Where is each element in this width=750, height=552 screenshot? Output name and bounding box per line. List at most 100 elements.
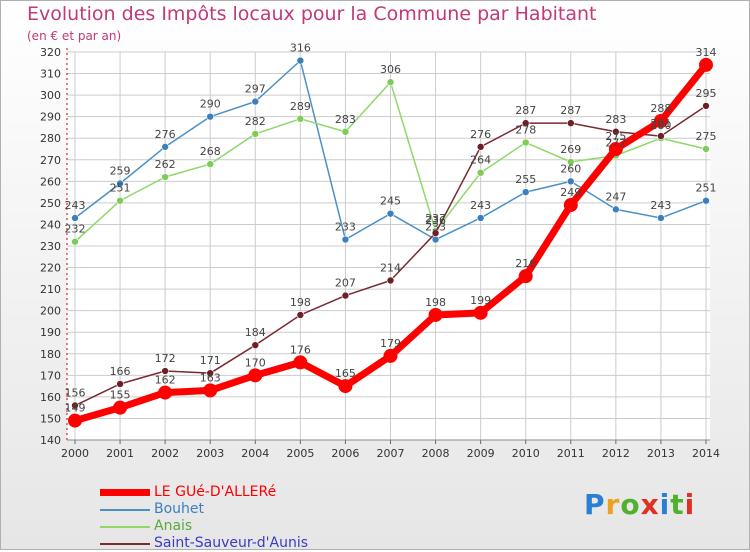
chart-subtitle: (en € et par an) — [27, 29, 122, 43]
data-point — [341, 291, 350, 300]
data-label: 260 — [560, 162, 581, 175]
data-label: 283 — [605, 113, 626, 126]
data-point — [161, 367, 169, 375]
x-tick-label: 2002 — [151, 447, 179, 460]
y-tick-label: 290 — [40, 111, 61, 124]
data-label: 170 — [245, 356, 266, 369]
data-point — [699, 57, 713, 72]
y-tick-label: 170 — [40, 369, 61, 382]
data-label: 249 — [560, 186, 581, 199]
data-point — [113, 400, 128, 415]
x-tick-label: 2013 — [647, 447, 675, 460]
data-point — [612, 127, 620, 136]
data-label: 251 — [110, 182, 131, 195]
data-point — [566, 119, 575, 127]
x-tick-label: 2012 — [602, 447, 630, 460]
data-label: 287 — [515, 104, 536, 117]
data-label: 251 — [696, 182, 717, 195]
data-point — [518, 269, 533, 284]
data-point — [71, 237, 79, 246]
data-label: 276 — [155, 128, 176, 141]
legend-label: LE GUé-D'ALLERé — [154, 484, 277, 500]
data-point — [702, 145, 710, 153]
data-point — [473, 305, 488, 320]
data-point — [428, 307, 443, 322]
data-point — [386, 276, 395, 285]
data-point — [203, 383, 218, 398]
data-point — [296, 115, 305, 123]
y-tick-label: 250 — [40, 197, 61, 210]
data-point — [521, 119, 530, 127]
data-label: 233 — [425, 221, 446, 234]
data-point — [251, 97, 260, 106]
data-label: 237 — [425, 212, 446, 225]
data-point — [702, 196, 710, 205]
data-label: 156 — [65, 387, 86, 400]
x-tick-label: 2014 — [692, 447, 720, 460]
x-tick-label: 2010 — [512, 447, 540, 460]
data-point — [702, 102, 710, 110]
data-point — [386, 78, 395, 86]
data-label: 262 — [155, 158, 176, 171]
legend-swatch — [100, 489, 150, 496]
data-point — [68, 413, 82, 428]
legend-swatch — [100, 509, 150, 511]
data-label: 283 — [335, 113, 356, 126]
x-tick-label: 2011 — [557, 447, 585, 460]
data-point — [657, 132, 665, 140]
data-label: 295 — [696, 87, 717, 100]
data-point — [383, 348, 398, 363]
y-tick-label: 210 — [40, 283, 61, 296]
data-label: 243 — [470, 199, 491, 212]
data-point — [386, 209, 395, 218]
data-label: 216 — [515, 257, 536, 270]
data-label: 166 — [110, 365, 131, 378]
x-tick-label: 2001 — [106, 447, 134, 460]
data-label: 290 — [200, 98, 221, 111]
y-tick-label: 140 — [40, 434, 61, 447]
data-label: 149 — [65, 402, 86, 415]
data-point — [608, 142, 623, 156]
data-point — [206, 160, 215, 168]
data-point — [566, 158, 575, 166]
y-tick-label: 240 — [40, 218, 61, 231]
data-label: 288 — [650, 102, 671, 115]
data-point — [71, 214, 79, 222]
data-point — [116, 196, 124, 205]
data-label: 165 — [335, 367, 356, 380]
legend-swatch — [100, 543, 150, 545]
data-label: 278 — [515, 124, 536, 137]
data-label: 243 — [650, 199, 671, 212]
data-label: 214 — [380, 261, 401, 274]
data-point — [476, 214, 485, 222]
data-label: 172 — [155, 352, 176, 365]
x-tick-label: 2005 — [286, 447, 314, 460]
x-tick-label: 2004 — [241, 447, 269, 460]
data-point — [341, 127, 350, 136]
x-tick-label: 2007 — [377, 447, 405, 460]
data-point — [563, 198, 578, 213]
y-tick-label: 230 — [40, 240, 61, 253]
data-point — [431, 229, 440, 237]
x-tick-label: 2008 — [422, 447, 450, 460]
y-tick-label: 260 — [40, 175, 61, 188]
y-tick-label: 310 — [40, 68, 61, 81]
legend-swatch — [100, 526, 150, 528]
y-tick-label: 190 — [40, 326, 61, 339]
data-label: 255 — [515, 173, 536, 186]
data-label: 282 — [245, 115, 266, 128]
data-label: 289 — [290, 100, 311, 113]
data-label: 236 — [425, 214, 446, 227]
data-point — [657, 214, 665, 222]
data-point — [206, 112, 215, 121]
data-label: 297 — [245, 83, 266, 96]
data-label: 275 — [696, 130, 717, 143]
data-point — [158, 385, 173, 400]
data-point — [71, 401, 79, 410]
data-label: 179 — [380, 337, 401, 350]
x-tick-label: 2000 — [61, 447, 89, 460]
data-point — [521, 188, 530, 196]
x-tick-label: 2006 — [331, 447, 359, 460]
data-point — [566, 177, 575, 186]
